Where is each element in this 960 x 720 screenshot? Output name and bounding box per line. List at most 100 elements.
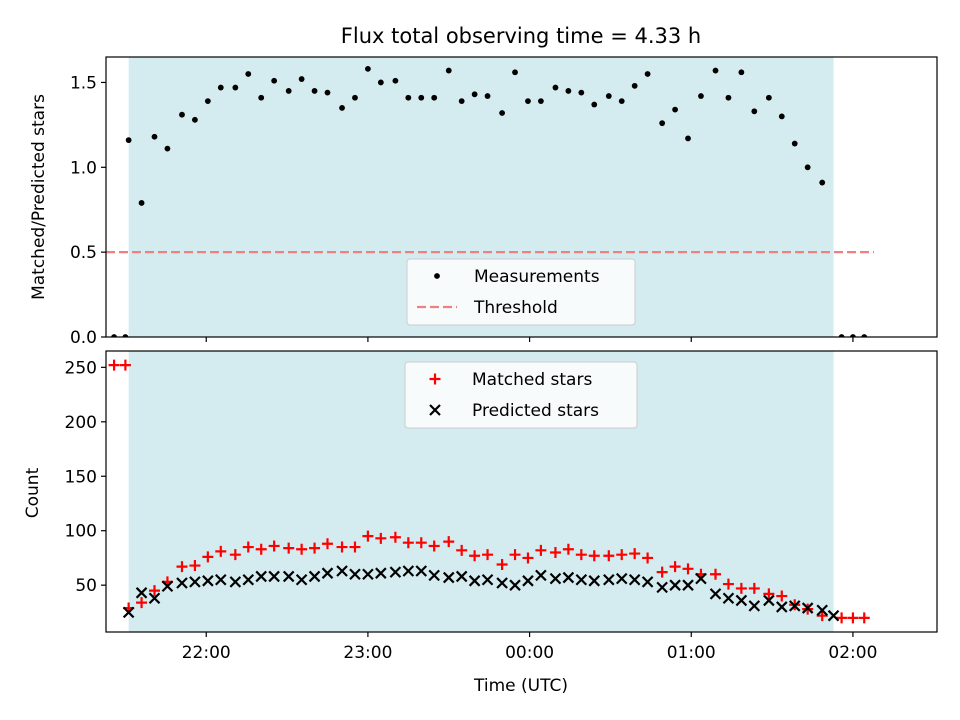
predicted-stars-point [615, 572, 628, 585]
predicted-stars-point [362, 568, 374, 581]
measurements-point [565, 88, 572, 94]
matched-stars-point [119, 359, 131, 371]
measurements-point [791, 140, 798, 147]
matched-stars-point [748, 582, 760, 594]
predicted-stars-point [535, 569, 547, 582]
y-tick-label: 1.0 [70, 158, 97, 178]
predicted-stars-point [375, 567, 387, 579]
matched-stars-point [362, 530, 374, 542]
y-tick-label: 50 [75, 576, 97, 596]
measurements-point [725, 94, 732, 101]
plot-area [106, 65, 874, 337]
matched-stars-point [336, 541, 348, 553]
measurements-point [672, 106, 678, 113]
y-tick-label: 1.5 [70, 73, 97, 93]
predicted-stars-point [522, 575, 534, 587]
predicted-stars-point [603, 573, 615, 586]
predicted-stars-point [735, 594, 748, 607]
measurements-point [271, 77, 278, 84]
measurements-point [138, 200, 145, 206]
predicted-stars-point [161, 580, 174, 593]
matched-stars-point [296, 543, 308, 555]
measurements-point [192, 116, 198, 123]
matched-stars-point [321, 538, 333, 550]
measurements-point [698, 93, 704, 99]
matched-stars-point [229, 549, 241, 561]
legend-label: Measurements [474, 267, 600, 287]
matched-stars-point [847, 612, 859, 624]
y-tick-label: 250 [65, 358, 97, 378]
matched-stars-point [656, 566, 668, 578]
matched-stars-point [642, 552, 654, 564]
matched-stars-point [283, 542, 295, 554]
predicted-stars-point [295, 573, 308, 586]
predicted-stars-point [827, 609, 840, 622]
matched-stars-point [428, 540, 440, 552]
measurements-point [258, 94, 265, 101]
matched-stars-point [389, 531, 401, 543]
measurements-point [484, 93, 491, 99]
matched-stars-point [176, 561, 188, 573]
legend-label: Matched stars [472, 370, 592, 390]
measurements-point [285, 88, 292, 94]
predicted-stars-point [321, 567, 334, 579]
matched-stars-point [616, 549, 628, 561]
matched-stars-point [242, 541, 254, 553]
measurements-point [525, 98, 531, 105]
x-axis-label: Time (UTC) [473, 676, 568, 696]
measurements-point [431, 94, 438, 101]
matched-stars-point [722, 578, 734, 590]
axes-frame [105, 56, 938, 338]
y-tick-label: 150 [65, 467, 97, 487]
predicted-stars-point [148, 592, 161, 605]
matched-stars-point [108, 359, 120, 371]
predicted-stars-point [135, 587, 148, 599]
predicted-stars-point [549, 572, 562, 585]
measurements-point [712, 67, 719, 74]
x-tick-label: 23:00 [343, 643, 392, 663]
predicted-stars-point [215, 573, 227, 586]
predicted-stars-point [189, 576, 201, 588]
matched-stars-point [482, 549, 494, 561]
matched-stars-point [669, 561, 681, 573]
plot-area [108, 359, 870, 624]
matched-stars-point [710, 568, 722, 580]
measurements-point [418, 94, 425, 101]
legend: Measurements Threshold [406, 258, 636, 326]
matched-stars-point [136, 597, 148, 609]
predicted-stars-point [669, 579, 681, 591]
predicted-stars-point [415, 565, 428, 577]
predicted-stars-point [481, 573, 494, 586]
predicted-stars-point [349, 568, 361, 581]
matched-stars-point [255, 543, 267, 555]
predicted-stars-point [695, 572, 707, 585]
matched-stars-point [603, 550, 615, 562]
matched-stars-point [268, 540, 280, 552]
predicted-stars-point [455, 570, 468, 583]
matched-stars-point [562, 543, 574, 555]
predicted-stars-point [202, 575, 214, 587]
measurements-point [538, 98, 544, 105]
measurements-point [311, 88, 318, 94]
matched-stars-point [535, 544, 547, 556]
measurements-point [512, 69, 518, 76]
predicted-stars-point [242, 573, 255, 586]
matched-stars-point [575, 549, 587, 561]
predicted-stars-point [709, 588, 722, 600]
measurements-point [352, 94, 358, 101]
predicted-stars-point [801, 602, 814, 614]
measurements-point [377, 79, 384, 86]
predicted-stars-point [562, 571, 575, 584]
matched-stars-point [588, 550, 600, 562]
measurements-point [552, 84, 559, 91]
matched-stars-point [682, 563, 694, 575]
predicted-stars-point [682, 579, 694, 591]
matched-stars-point [215, 545, 227, 557]
bottom-panel: 50 100 150 200 250 22:00 23:00 00:00 01:00 02:00 M… [65, 350, 938, 663]
measurements-point [151, 133, 158, 140]
legend: Matched stars Predicted stars [404, 361, 638, 429]
y-tick-label: 100 [65, 522, 97, 542]
measurements-point [125, 137, 132, 144]
predicted-stars-point [776, 601, 788, 613]
